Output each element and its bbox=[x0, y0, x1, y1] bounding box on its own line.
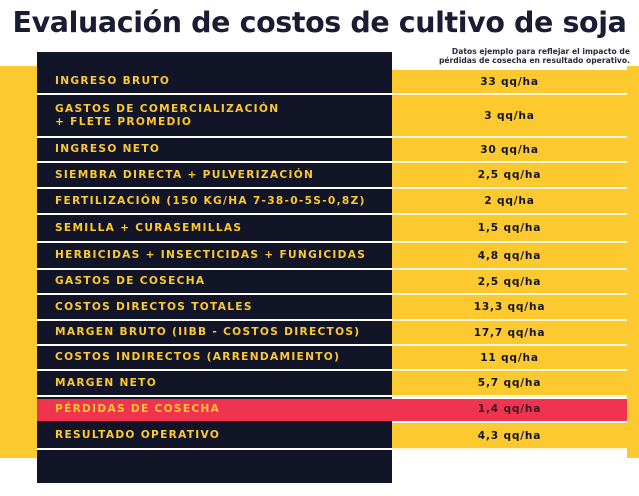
row-label: PÉRDIDAS DE COSECHA bbox=[37, 399, 392, 421]
row-label: COSTOS INDIRECTOS (ARRENDAMIENTO) bbox=[37, 346, 392, 371]
row-value: 1,4 qq/ha bbox=[392, 399, 627, 421]
row-value: 33 qq/ha bbox=[392, 70, 627, 95]
table-row-costos-directos: COSTOS DIRECTOS TOTALES 13,3 qq/ha bbox=[37, 295, 627, 321]
row-label: FERTILIZACIÓN (150 KG/HA 7-38-0-5S-0,8Z) bbox=[37, 189, 392, 215]
table-row-gastos-cosecha: GASTOS DE COSECHA 2,5 qq/ha bbox=[37, 270, 627, 295]
row-value: 2,5 qq/ha bbox=[392, 270, 627, 295]
row-value: 13,3 qq/ha bbox=[392, 295, 627, 321]
row-value: 2,5 qq/ha bbox=[392, 163, 627, 189]
row-value: 1,5 qq/ha bbox=[392, 215, 627, 243]
row-label: SIEMBRA DIRECTA + PULVERIZACIÓN bbox=[37, 163, 392, 189]
row-value: 3 qq/ha bbox=[392, 95, 627, 138]
row-label: GASTOS DE COMERCIALIZACIÓN + FLETE PROME… bbox=[37, 95, 392, 138]
row-value: 11 qq/ha bbox=[392, 346, 627, 371]
right-yellow-band bbox=[627, 66, 639, 458]
row-label: MARGEN BRUTO (IIBB - COSTOS DIRECTOS) bbox=[37, 321, 392, 346]
left-yellow-band bbox=[0, 66, 37, 458]
table-row-resultado-operativo: RESULTADO OPERATIVO 4,3 qq/ha bbox=[37, 423, 627, 450]
table-row-siembra: SIEMBRA DIRECTA + PULVERIZACIÓN 2,5 qq/h… bbox=[37, 163, 627, 189]
page-title: Evaluación de costos de cultivo de soja bbox=[12, 6, 627, 39]
table-row-semilla: SEMILLA + CURASEMILLAS 1,5 qq/ha bbox=[37, 215, 627, 243]
table-row-margen-neto: MARGEN NETO 5,7 qq/ha bbox=[37, 371, 627, 397]
table-row-margen-bruto: MARGEN BRUTO (IIBB - COSTOS DIRECTOS) 17… bbox=[37, 321, 627, 346]
row-label: RESULTADO OPERATIVO bbox=[37, 423, 392, 450]
row-label: INGRESO NETO bbox=[37, 138, 392, 163]
table-row-ingreso-bruto: INGRESO BRUTO 33 qq/ha bbox=[37, 70, 627, 95]
row-label: COSTOS DIRECTOS TOTALES bbox=[37, 295, 392, 321]
row-value: 2 qq/ha bbox=[392, 189, 627, 215]
row-value: 4,3 qq/ha bbox=[392, 423, 627, 450]
row-value: 17,7 qq/ha bbox=[392, 321, 627, 346]
row-value: 5,7 qq/ha bbox=[392, 371, 627, 397]
data-note-line-1: Datos ejemplo para reflejar el impacto d… bbox=[451, 47, 630, 56]
table-row-fertilizacion: FERTILIZACIÓN (150 KG/HA 7-38-0-5S-0,8Z)… bbox=[37, 189, 627, 215]
row-label: MARGEN NETO bbox=[37, 371, 392, 397]
table-row-gastos-comercializacion: GASTOS DE COMERCIALIZACIÓN + FLETE PROME… bbox=[37, 95, 627, 138]
row-value: 30 qq/ha bbox=[392, 138, 627, 163]
table-row-perdidas-cosecha: PÉRDIDAS DE COSECHA 1,4 qq/ha bbox=[37, 399, 627, 421]
row-value: 4,8 qq/ha bbox=[392, 243, 627, 270]
data-note: Datos ejemplo para reflejar el impacto d… bbox=[392, 47, 630, 65]
row-label: HERBICIDAS + INSECTICIDAS + FUNGICIDAS bbox=[37, 243, 392, 270]
table-row-herbicidas: HERBICIDAS + INSECTICIDAS + FUNGICIDAS 4… bbox=[37, 243, 627, 270]
row-label: INGRESO BRUTO bbox=[37, 70, 392, 95]
row-label: GASTOS DE COSECHA bbox=[37, 270, 392, 295]
table-row-ingreso-neto: INGRESO NETO 30 qq/ha bbox=[37, 138, 627, 163]
table-row-costos-indirectos: COSTOS INDIRECTOS (ARRENDAMIENTO) 11 qq/… bbox=[37, 346, 627, 371]
row-label: SEMILLA + CURASEMILLAS bbox=[37, 215, 392, 243]
data-note-line-2: pérdidas de cosecha en resultado operati… bbox=[438, 56, 630, 65]
